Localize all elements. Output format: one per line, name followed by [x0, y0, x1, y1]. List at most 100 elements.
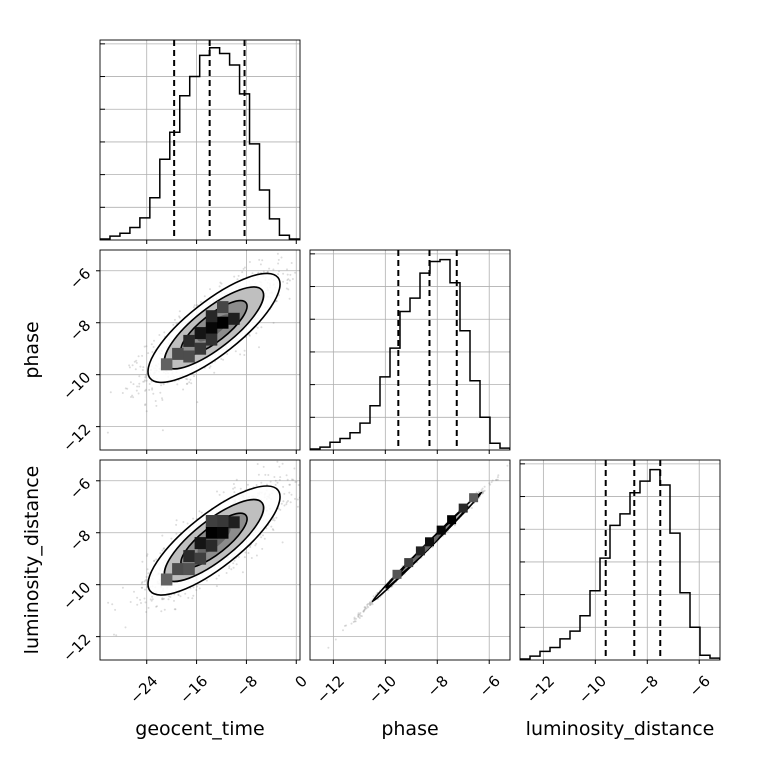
scatter-point [155, 404, 158, 407]
scatter-point [291, 278, 294, 280]
scatter-point [132, 383, 135, 386]
scatter-point [279, 476, 282, 479]
scatter-point [362, 610, 365, 613]
scatter-point [431, 546, 434, 549]
scatter-point [163, 608, 166, 611]
scatter-point [147, 572, 150, 575]
scatter-point [237, 274, 240, 277]
scatter-point [285, 287, 288, 290]
scatter-point [334, 638, 337, 641]
scatter-point [132, 396, 135, 399]
scatter-point [294, 271, 297, 274]
scatter-point [209, 288, 211, 291]
scatter-point [269, 480, 272, 483]
scatter-point [285, 501, 288, 504]
scatter-point [249, 546, 252, 549]
scatter-point [147, 606, 150, 609]
hist-panel-phase [309, 249, 511, 454]
scatter-point [363, 609, 365, 612]
scatter-point [192, 517, 195, 520]
density-cell [194, 327, 207, 340]
scatter-point [453, 524, 456, 527]
scatter-point [357, 614, 360, 616]
density-cell [160, 573, 173, 586]
scatter-point [182, 388, 185, 391]
scatter-point [515, 457, 517, 459]
scatter-point [182, 521, 185, 523]
scatter-point [365, 607, 368, 610]
scatter-point [263, 537, 266, 540]
scatter-point [130, 396, 132, 398]
scatter-point [219, 281, 222, 284]
scatter-point [178, 316, 181, 319]
density-cell [458, 503, 468, 513]
scatter-point [139, 598, 142, 601]
scatter-point [141, 586, 144, 589]
scatter-point [357, 615, 360, 618]
joint-content [106, 252, 307, 434]
scatter-point [288, 297, 291, 300]
scatter-point [293, 467, 296, 470]
y-tick-label: −12 [59, 420, 94, 455]
scatter-point [296, 505, 299, 508]
scatter-point [215, 577, 218, 580]
scatter-point [491, 479, 494, 482]
scatter-point [135, 361, 138, 364]
scatter-point [278, 479, 281, 481]
scatter-point [115, 634, 118, 637]
scatter-point [142, 366, 145, 369]
scatter-point [140, 602, 142, 604]
scatter-point [244, 551, 247, 554]
scatter-point [282, 272, 285, 275]
scatter-point [158, 334, 161, 336]
scatter-point [145, 576, 148, 578]
joint-content [327, 457, 517, 649]
scatter-point [358, 617, 361, 619]
scatter-point [305, 285, 307, 287]
scatter-point [199, 301, 202, 303]
scatter-point [506, 464, 509, 467]
y-tick-label: −8 [66, 316, 94, 344]
scatter-point [135, 389, 138, 392]
scatter-point [255, 332, 258, 335]
scatter-point [190, 382, 193, 385]
scatter-point [145, 345, 148, 348]
scatter-point [387, 589, 390, 592]
panel-frame [309, 459, 511, 661]
scatter-point [191, 597, 194, 600]
scatter-point [144, 389, 147, 392]
scatter-point [136, 603, 139, 606]
density-cell [217, 301, 229, 314]
scatter-point [141, 560, 144, 563]
scatter-point [363, 606, 366, 609]
scatter-point [286, 282, 289, 285]
density-cell [217, 515, 229, 527]
scatter-point [481, 487, 484, 490]
x-tick-label: −10 [365, 672, 400, 707]
density-cell [205, 539, 218, 552]
scatter-point [192, 594, 195, 597]
scatter-point [241, 571, 244, 574]
panel-frame [519, 459, 721, 661]
scatter-point [139, 365, 142, 368]
density-cell [469, 493, 479, 503]
scatter-point [196, 304, 198, 306]
scatter-point [138, 375, 141, 378]
density-cell [205, 515, 218, 527]
scatter-point [152, 392, 155, 395]
scatter-point [289, 501, 292, 504]
scatter-point [195, 589, 198, 591]
scatter-point [285, 474, 288, 477]
scatter-point [234, 350, 237, 353]
scatter-point [143, 380, 146, 383]
scatter-point [226, 353, 229, 355]
scatter-point [109, 391, 112, 394]
scatter-point [232, 487, 235, 490]
x-axis-label-phase: phase [381, 718, 438, 740]
density-cell [392, 569, 402, 579]
scatter-point [276, 481, 279, 484]
scatter-point [131, 364, 134, 367]
scatter-point [151, 351, 154, 353]
scatter-point [144, 403, 147, 406]
scatter-point [288, 491, 291, 494]
